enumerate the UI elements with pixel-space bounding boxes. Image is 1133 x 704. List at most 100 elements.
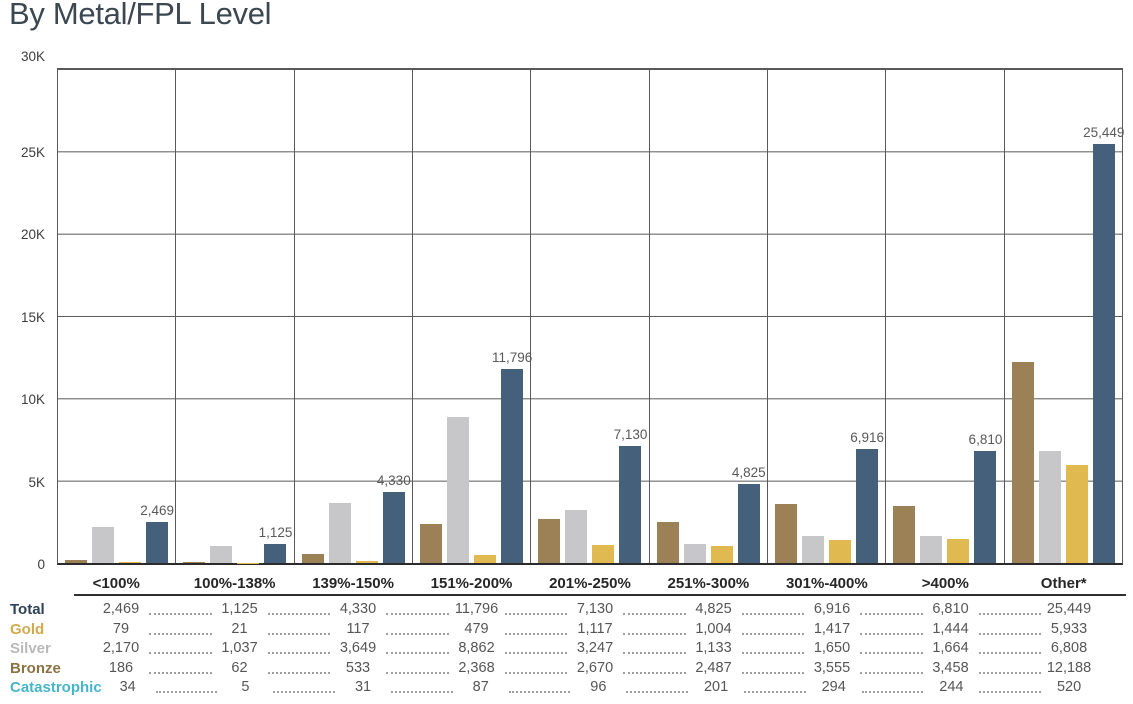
bar-gold[interactable] bbox=[474, 555, 497, 563]
dot-leader bbox=[741, 613, 804, 616]
dot-leader bbox=[860, 652, 923, 655]
bar-bronze[interactable] bbox=[775, 504, 798, 563]
legend-table-row: Catastrophic 34 5 31 87 96 201 294 244 520 bbox=[10, 678, 1095, 697]
legend-row-label-total: Total bbox=[10, 601, 45, 619]
dot-leader bbox=[978, 652, 1041, 655]
bar-bronze[interactable] bbox=[656, 522, 679, 563]
legend-value: 2,487 bbox=[695, 659, 732, 676]
dot-leader bbox=[386, 671, 449, 674]
legend-value: 34 bbox=[119, 678, 136, 695]
legend-value: 201 bbox=[703, 678, 729, 695]
bar-value-label: 1,125 bbox=[258, 525, 293, 541]
bar-silver[interactable] bbox=[565, 509, 588, 563]
legend-table: Total 2,469 1,125 4,330 11,796 7,130 4,825 6,91… bbox=[10, 600, 1095, 697]
legend-value: 5 bbox=[241, 678, 250, 695]
y-axis-tick-label: 20K bbox=[20, 227, 45, 243]
dot-leader bbox=[860, 632, 923, 635]
y-axis-tick-label: 15K bbox=[20, 309, 45, 325]
bar-silver[interactable] bbox=[802, 535, 825, 563]
bar-silver[interactable] bbox=[447, 417, 470, 563]
dot-leader bbox=[273, 690, 336, 693]
legend-value: 8,862 bbox=[458, 640, 495, 657]
legend-value: 6,916 bbox=[813, 601, 851, 618]
legend-value: 1,125 bbox=[221, 601, 258, 618]
legend-value: 3,649 bbox=[339, 640, 377, 657]
dot-leader bbox=[149, 652, 212, 655]
bar-gold[interactable] bbox=[829, 539, 852, 563]
bar-value-label: 7,130 bbox=[613, 426, 648, 442]
bar-group: 6,810 bbox=[885, 69, 1003, 563]
dot-leader bbox=[149, 632, 212, 635]
x-axis: <100% 100%-138% 139%-150% 151%-200% 201%-250… bbox=[57, 569, 1126, 596]
bar-total[interactable]: 6,916 bbox=[850, 430, 884, 563]
bar-group: 11,796 bbox=[411, 69, 532, 563]
bar-total[interactable]: 4,330 bbox=[377, 473, 411, 563]
bar-bronze[interactable] bbox=[538, 519, 561, 563]
bar-silver[interactable] bbox=[1038, 450, 1061, 563]
y-axis-tick-label: 30K bbox=[20, 49, 45, 64]
bar-silver[interactable] bbox=[920, 535, 943, 563]
x-axis-category-label: 301%-400% bbox=[785, 575, 868, 592]
bar-total[interactable]: 7,130 bbox=[614, 427, 647, 563]
legend-value: 87 bbox=[472, 678, 489, 695]
bar-total[interactable]: 11,796 bbox=[492, 350, 532, 563]
bar-bronze[interactable] bbox=[420, 524, 443, 563]
legend-value: 11,796 bbox=[454, 601, 499, 618]
dot-leader bbox=[386, 613, 449, 616]
bar-total[interactable]: 1,125 bbox=[259, 525, 292, 563]
legend-table-row: Bronze 186 62 533 2,368 2,670 2,487 3,555 3,458 1… bbox=[10, 658, 1095, 677]
legend-value: 2,170 bbox=[102, 640, 140, 657]
bar-bronze[interactable] bbox=[893, 506, 916, 563]
bar-bronze[interactable] bbox=[65, 559, 88, 563]
bar-group: 6,916 bbox=[766, 69, 885, 563]
bar-gold[interactable] bbox=[119, 561, 142, 563]
bar-bronze[interactable] bbox=[301, 554, 324, 563]
bar-silver[interactable] bbox=[328, 502, 351, 563]
dot-leader bbox=[623, 652, 686, 655]
dot-leader bbox=[504, 652, 567, 655]
bar-group: 4,330 bbox=[293, 69, 412, 563]
legend-value: 25,449 bbox=[1046, 601, 1092, 618]
legend-table-row: Total 2,469 1,125 4,330 11,796 7,130 4,825 6,91… bbox=[10, 600, 1095, 619]
bar-silver[interactable] bbox=[210, 545, 233, 563]
bar-total[interactable]: 6,810 bbox=[969, 432, 1002, 563]
bar-gold[interactable] bbox=[592, 544, 615, 563]
legend-value: 3,555 bbox=[813, 659, 851, 676]
dot-leader bbox=[391, 690, 453, 693]
x-axis-category-label: 151%-200% bbox=[430, 575, 513, 592]
x-axis-category-label: Other* bbox=[1040, 575, 1087, 592]
dot-leader bbox=[623, 632, 686, 635]
x-axis-category-label: >400% bbox=[921, 575, 969, 592]
bar-value-label: 6,916 bbox=[850, 430, 885, 446]
bar-value-label: 6,810 bbox=[968, 431, 1003, 447]
dot-leader bbox=[623, 671, 686, 674]
legend-value: 2,469 bbox=[102, 601, 140, 618]
y-axis-tick-label: 5K bbox=[28, 474, 45, 490]
bar-gold[interactable] bbox=[355, 561, 378, 563]
dot-leader bbox=[978, 632, 1041, 635]
bar-total[interactable]: 25,449 bbox=[1083, 125, 1124, 563]
dot-leader bbox=[979, 690, 1042, 693]
legend-value: 117 bbox=[346, 620, 370, 637]
bar-bronze[interactable] bbox=[1011, 362, 1034, 563]
bar-silver[interactable] bbox=[92, 527, 115, 563]
dot-leader bbox=[155, 690, 218, 693]
legend-value: 62 bbox=[231, 659, 248, 676]
legend-table-row: Gold 79 21 117 479 1,117 1,004 1,417 1,444 5,933 bbox=[10, 619, 1095, 638]
bar-gold[interactable] bbox=[1065, 465, 1088, 563]
bar-gold[interactable] bbox=[947, 539, 970, 563]
bar-total[interactable]: 2,469 bbox=[140, 503, 174, 563]
legend-value: 1,664 bbox=[932, 640, 969, 657]
legend-value: 4,825 bbox=[695, 601, 732, 618]
bar-bronze[interactable] bbox=[183, 561, 206, 563]
y-axis-tick-label: 0 bbox=[37, 557, 45, 572]
dot-leader bbox=[860, 613, 923, 616]
bar-chart-plot: 2,469 1,125 4,330 11,796 7,130 4,825 6,916 6,81… bbox=[57, 68, 1124, 565]
legend-value: 1,133 bbox=[695, 640, 732, 657]
dot-leader bbox=[267, 613, 330, 616]
bar-total[interactable]: 4,825 bbox=[732, 465, 766, 563]
legend-value: 1,650 bbox=[813, 640, 851, 657]
bar-gold[interactable] bbox=[710, 546, 733, 563]
legend-value: 479 bbox=[464, 620, 489, 637]
bar-silver[interactable] bbox=[683, 544, 706, 563]
